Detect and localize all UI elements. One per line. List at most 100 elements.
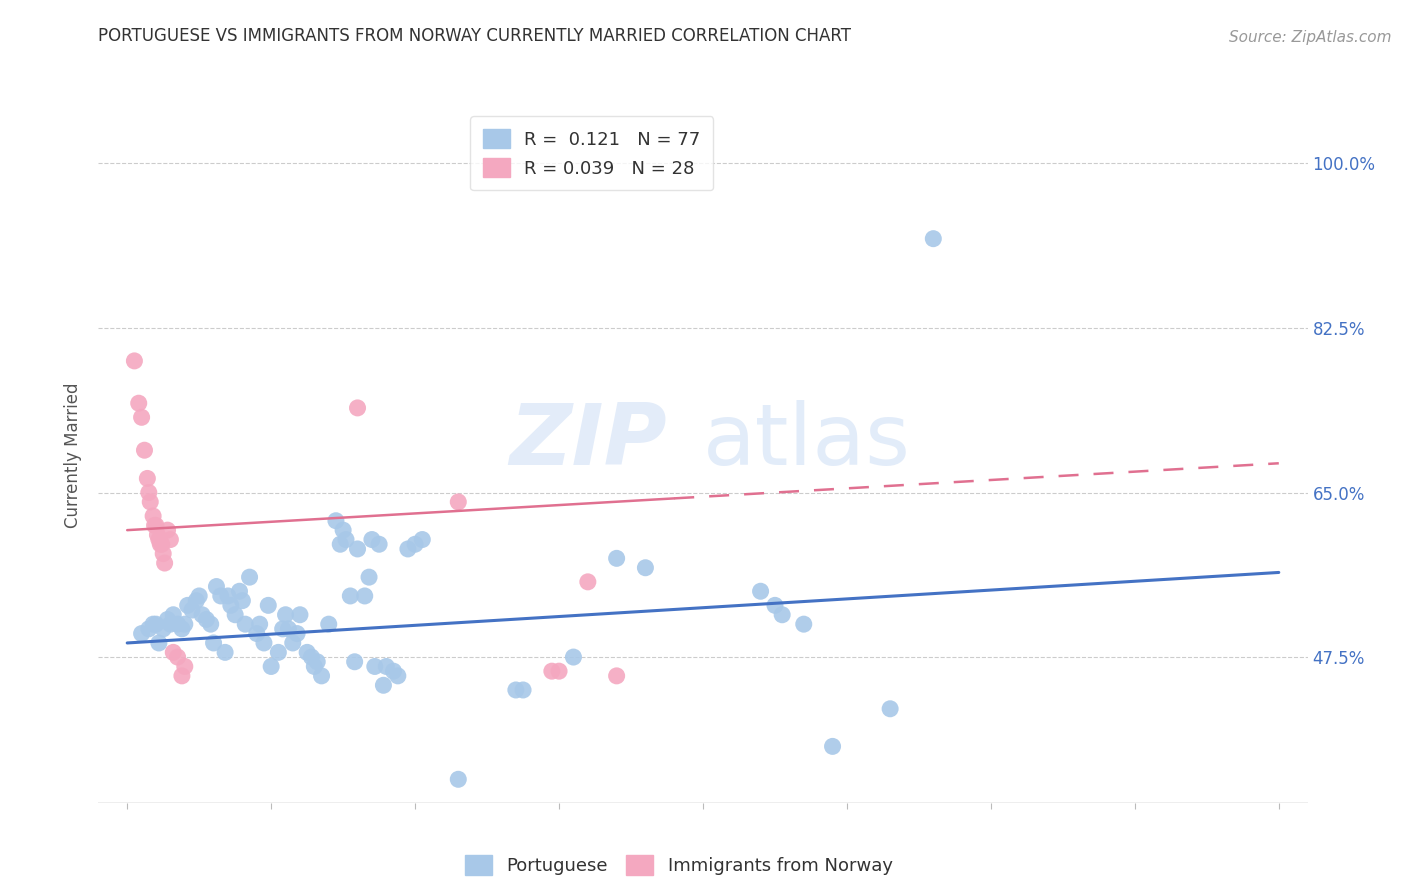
Point: [152, 622, 174, 636]
Point: [285, 626, 308, 640]
Point: [346, 541, 368, 556]
Point: [368, 537, 391, 551]
Point: [540, 664, 562, 678]
Point: [219, 599, 242, 613]
Point: [295, 645, 318, 659]
Point: [361, 533, 384, 547]
Point: [387, 669, 409, 683]
Point: [763, 599, 786, 613]
Point: [318, 617, 340, 632]
Point: [153, 556, 176, 570]
Point: [277, 622, 299, 636]
Point: [353, 589, 375, 603]
Point: [139, 495, 162, 509]
Text: ZIP: ZIP: [509, 400, 666, 483]
Point: [404, 537, 426, 551]
Point: [249, 617, 271, 632]
Point: [136, 471, 159, 485]
Point: [188, 589, 211, 603]
Point: [200, 617, 222, 632]
Point: [375, 659, 398, 673]
Point: [159, 617, 181, 632]
Point: [170, 669, 193, 683]
Point: [162, 645, 184, 659]
Point: [311, 669, 333, 683]
Point: [149, 537, 172, 551]
Legend: Portuguese, Immigrants from Norway: Portuguese, Immigrants from Norway: [456, 847, 901, 884]
Point: [159, 533, 181, 547]
Point: [205, 580, 228, 594]
Point: [128, 396, 150, 410]
Point: [142, 509, 165, 524]
Point: [173, 659, 195, 673]
Point: [447, 772, 470, 787]
Point: [195, 612, 218, 626]
Text: PORTUGUESE VS IMMIGRANTS FROM NORWAY CURRENTLY MARRIED CORRELATION CHART: PORTUGUESE VS IMMIGRANTS FROM NORWAY CUR…: [98, 27, 852, 45]
Point: [329, 537, 352, 551]
Point: [879, 702, 901, 716]
Point: [257, 599, 280, 613]
Point: [143, 518, 166, 533]
Text: atlas: atlas: [703, 400, 911, 483]
Point: [156, 523, 179, 537]
Point: [173, 617, 195, 632]
Point: [166, 617, 188, 632]
Point: [793, 617, 815, 632]
Point: [267, 645, 290, 659]
Point: [138, 622, 160, 636]
Point: [214, 645, 236, 659]
Point: [343, 655, 366, 669]
Point: [170, 622, 193, 636]
Point: [548, 664, 571, 678]
Point: [606, 551, 628, 566]
Point: [134, 443, 156, 458]
Point: [142, 617, 165, 632]
Point: [162, 607, 184, 622]
Point: [152, 547, 174, 561]
Y-axis label: Currently Married: Currently Married: [65, 382, 83, 528]
Point: [373, 678, 395, 692]
Point: [217, 589, 239, 603]
Point: [576, 574, 599, 589]
Point: [274, 607, 297, 622]
Point: [512, 683, 534, 698]
Point: [253, 636, 276, 650]
Point: [821, 739, 844, 754]
Point: [346, 401, 368, 415]
Point: [335, 533, 357, 547]
Point: [307, 655, 329, 669]
Point: [364, 659, 387, 673]
Point: [411, 533, 433, 547]
Point: [131, 410, 153, 425]
Point: [301, 650, 323, 665]
Point: [166, 650, 188, 665]
Point: [339, 589, 361, 603]
Point: [228, 584, 250, 599]
Point: [382, 664, 405, 678]
Point: [606, 669, 628, 683]
Point: [239, 570, 262, 584]
Point: [145, 518, 167, 533]
Point: [447, 495, 470, 509]
Point: [202, 636, 225, 650]
Point: [150, 537, 173, 551]
Point: [233, 617, 256, 632]
Point: [396, 541, 419, 556]
Point: [138, 485, 160, 500]
Point: [304, 659, 326, 673]
Point: [260, 659, 283, 673]
Point: [749, 584, 772, 599]
Point: [156, 612, 179, 626]
Point: [148, 533, 170, 547]
Point: [131, 626, 153, 640]
Point: [148, 636, 170, 650]
Point: [224, 607, 246, 622]
Text: Source: ZipAtlas.com: Source: ZipAtlas.com: [1229, 29, 1392, 45]
Point: [231, 593, 253, 607]
Point: [246, 626, 269, 640]
Point: [209, 589, 232, 603]
Point: [176, 599, 198, 613]
Point: [562, 650, 585, 665]
Point: [332, 523, 354, 537]
Point: [505, 683, 527, 698]
